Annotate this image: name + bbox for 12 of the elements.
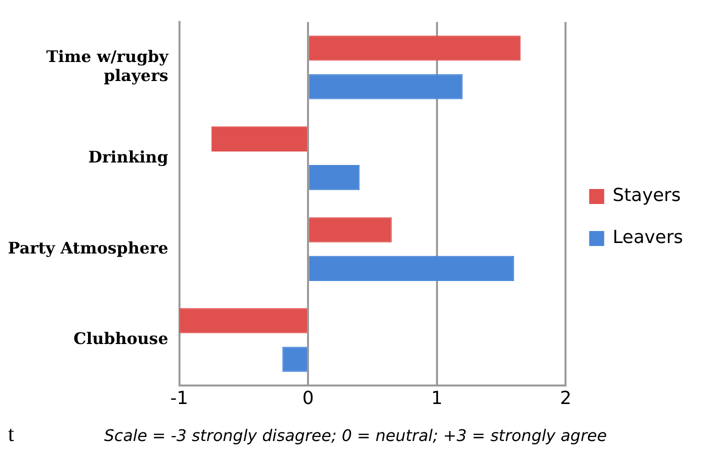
x-tick-label: 2	[560, 388, 572, 409]
legend-label: Stayers	[612, 185, 681, 206]
y-tick-label: Clubhouse	[73, 329, 168, 348]
y-tick-label: Drinking	[88, 147, 168, 166]
y-tick-label: Time w/rugby players	[46, 46, 169, 86]
y-tick-label: Party Atmosphere	[8, 238, 168, 258]
text: Scale = -3 strongly disagree; 0 = neutral; +3 = strongly agree	[104, 426, 607, 445]
legend-label: Leavers	[612, 227, 684, 248]
text: t	[8, 421, 14, 447]
x-tick-label: 0	[302, 388, 314, 409]
x-tick-label: -1	[170, 388, 188, 409]
x-tick-label: 1	[431, 388, 443, 409]
